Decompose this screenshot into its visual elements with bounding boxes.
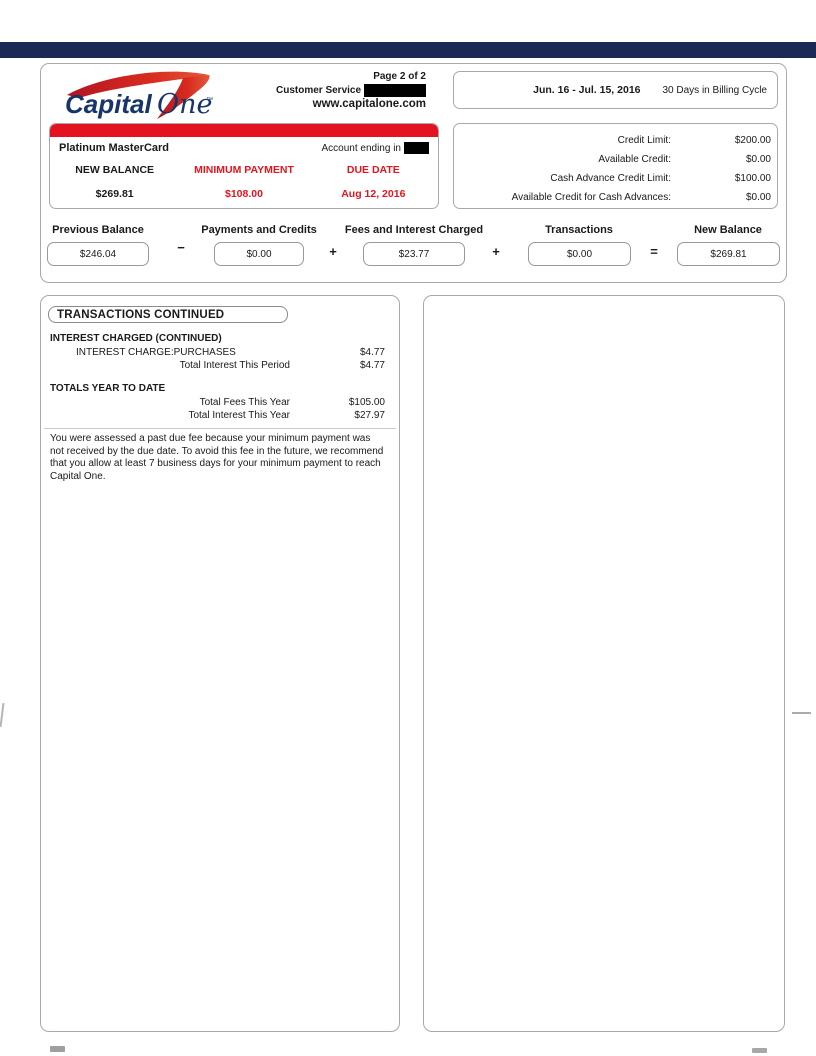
total-interest-year-label: Total Interest This Year — [188, 410, 290, 421]
billing-cycle-box: Jun. 16 - Jul. 15, 2016 30 Days in Billi… — [453, 71, 778, 109]
transactions-label: Transactions — [545, 224, 613, 236]
total-fees-year-label: Total Fees This Year — [199, 397, 290, 408]
totals-year-to-date-title: TOTALS YEAR TO DATE — [50, 383, 166, 394]
interest-charge-purchases-value: $4.77 — [359, 347, 385, 358]
cash-advance-limit-label: Cash Advance Credit Limit: — [550, 173, 671, 184]
credit-limit-label: Credit Limit: — [617, 135, 671, 146]
svg-text:One: One — [157, 89, 213, 120]
total-interest-period-value: $4.77 — [359, 360, 385, 371]
past-due-fee-notice: You were assessed a past due fee because… — [50, 433, 384, 482]
totals-divider — [44, 428, 396, 429]
total-interest-period-row: Total Interest This Period $4.77 — [41, 359, 399, 372]
redacted-account-number — [404, 142, 429, 154]
svg-text:™: ™ — [206, 97, 213, 104]
payments-credits-label: Payments and Credits — [201, 224, 317, 236]
customer-service-line: Customer Service — [276, 84, 426, 97]
plus-operator-2: + — [492, 244, 500, 259]
new-balance-label: NEW BALANCE — [75, 164, 155, 176]
credit-limit-row: Credit Limit: $200.00 — [454, 131, 771, 150]
redacted-phone-number — [364, 84, 426, 97]
right-empty-panel — [423, 295, 785, 1032]
scan-artifact-right — [792, 712, 811, 714]
balance-equation: Previous Balance Payments and Credits Fe… — [41, 222, 786, 277]
cash-advance-limit-row: Cash Advance Credit Limit: $100.00 — [454, 169, 771, 188]
minimum-payment-label: MINIMUM PAYMENT — [194, 164, 294, 176]
previous-balance-box: $246.04 — [47, 242, 149, 266]
scan-artifact-bottom-left — [50, 1046, 65, 1052]
available-credit-value: $0.00 — [745, 154, 771, 165]
card-summary-box: Platinum MasterCard Account ending in NE… — [49, 123, 439, 209]
interest-charge-purchases-row: INTEREST CHARGE:PURCHASES $4.77 — [41, 346, 399, 359]
transactions-continued-panel: TRANSACTIONS CONTINUED INTEREST CHARGED … — [40, 295, 400, 1032]
scan-artifact-bottom-right — [752, 1048, 767, 1053]
card-red-bar — [50, 124, 438, 137]
available-cash-advance-row: Available Credit for Cash Advances: $0.0… — [454, 188, 771, 207]
total-fees-year-value: $105.00 — [348, 397, 385, 408]
website-url: www.capitalone.com — [312, 98, 426, 110]
transactions-continued-header: TRANSACTIONS CONTINUED — [48, 306, 288, 323]
svg-text:Capital: Capital — [65, 89, 152, 119]
statement-summary-panel: Capital One ™ Page 2 of 2 Customer Servi… — [40, 63, 787, 283]
billing-date-range: Jun. 16 - Jul. 15, 2016 — [533, 84, 641, 96]
total-fees-year-row: Total Fees This Year $105.00 — [41, 396, 399, 409]
interest-charge-purchases-label: INTEREST CHARGE:PURCHASES — [76, 347, 236, 358]
credit-limits-box: Credit Limit: $200.00 Available Credit: … — [453, 123, 778, 209]
minimum-payment-value: $108.00 — [225, 188, 263, 200]
minimum-payment-column: MINIMUM PAYMENT $108.00 — [179, 164, 308, 200]
new-balance-column: NEW BALANCE $269.81 — [50, 164, 179, 200]
fees-interest-label: Fees and Interest Charged — [344, 224, 484, 236]
total-interest-period-label: Total Interest This Period — [179, 360, 290, 371]
due-date-value: Aug 12, 2016 — [341, 188, 406, 200]
page-number: Page 2 of 2 — [373, 71, 426, 82]
equals-operator: = — [650, 244, 658, 259]
due-date-label: DUE DATE — [346, 164, 400, 176]
capital-one-logo: Capital One ™ — [61, 68, 221, 122]
account-ending-line: Account ending in — [321, 142, 429, 154]
total-interest-year-row: Total Interest This Year $27.97 — [41, 409, 399, 422]
plus-operator-1: + — [329, 244, 337, 259]
card-title-row: Platinum MasterCard Account ending in — [50, 142, 438, 154]
available-credit-label: Available Credit: — [598, 154, 671, 165]
scan-artifact-left — [0, 702, 5, 728]
top-navy-bar — [0, 42, 816, 58]
cash-advance-limit-value: $100.00 — [734, 173, 771, 184]
fees-interest-box: $23.77 — [363, 242, 465, 266]
new-balance-value: $269.81 — [95, 188, 134, 200]
due-date-column: DUE DATE Aug 12, 2016 — [309, 164, 438, 200]
interest-charged-title: INTEREST CHARGED (CONTINUED) — [50, 333, 222, 344]
billing-cycle-days: 30 Days in Billing Cycle — [662, 84, 768, 96]
minus-operator: − — [177, 240, 185, 255]
available-credit-row: Available Credit: $0.00 — [454, 150, 771, 169]
transactions-box: $0.00 — [528, 242, 631, 266]
account-ending-label: Account ending in — [321, 142, 401, 154]
total-interest-year-value: $27.97 — [354, 410, 385, 421]
credit-limit-value: $200.00 — [734, 135, 771, 146]
card-summary-columns: NEW BALANCE $269.81 MINIMUM PAYMENT $108… — [50, 164, 438, 200]
new-balance-box: $269.81 — [677, 242, 780, 266]
statement-header-info: Page 2 of 2 Customer Service www.capital… — [276, 70, 426, 111]
previous-balance-label: Previous Balance — [52, 224, 144, 236]
payments-credits-box: $0.00 — [214, 242, 304, 266]
card-product-name: Platinum MasterCard — [59, 142, 170, 154]
available-cash-advance-label: Available Credit for Cash Advances: — [511, 192, 671, 203]
available-cash-advance-value: $0.00 — [745, 192, 771, 203]
new-balance-eq-label: New Balance — [694, 224, 762, 236]
customer-service-label: Customer Service — [276, 85, 362, 96]
capital-one-swoosh-icon: Capital One ™ — [65, 71, 213, 120]
